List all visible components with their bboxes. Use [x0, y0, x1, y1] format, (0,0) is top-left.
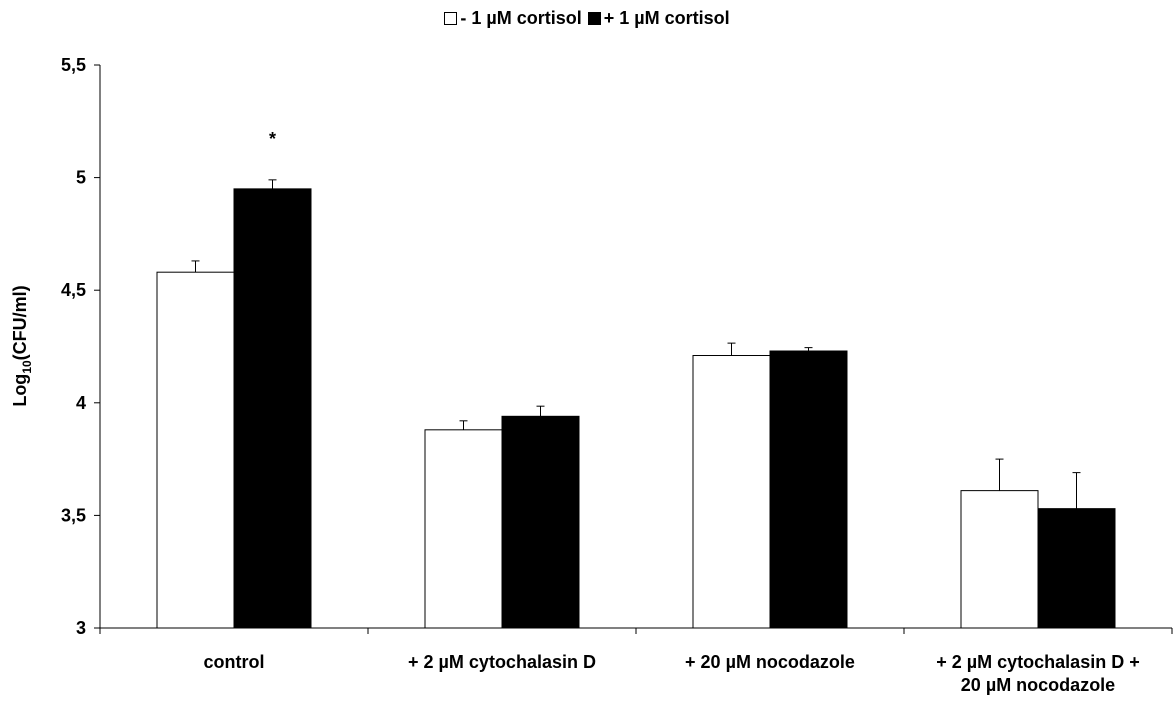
legend-label-plus-cortisol: + 1 µM cortisol — [603, 7, 730, 28]
y-tick-label: 4,5 — [61, 280, 86, 300]
y-tick-label: 5,5 — [61, 55, 86, 75]
legend: - 1 µM cortisol + 1 µM cortisol — [0, 4, 1174, 32]
legend-swatch-filled — [587, 12, 601, 25]
bar-plus-cortisol — [769, 350, 848, 629]
legend-item-minus-cortisol: - 1 µM cortisol — [444, 7, 582, 29]
x-category-label: 20 µM nocodazole — [961, 675, 1115, 695]
y-tick-label: 5 — [76, 168, 86, 188]
x-category-label: + 2 µM cytochalasin D + — [936, 652, 1139, 672]
bar-plus-cortisol — [1037, 508, 1116, 629]
legend-label-minus-cortisol: - 1 µM cortisol — [460, 7, 582, 28]
legend-swatch-open — [444, 12, 458, 25]
legend-item-plus-cortisol: + 1 µM cortisol — [587, 7, 730, 29]
bar-minus-cortisol — [424, 429, 503, 629]
bar-minus-cortisol — [692, 355, 771, 629]
x-category-label: control — [204, 652, 265, 672]
y-tick-label: 3,5 — [61, 505, 86, 525]
x-category-label: + 20 µM nocodazole — [685, 652, 855, 672]
bar-minus-cortisol — [960, 490, 1039, 629]
y-tick-label: 3 — [76, 618, 86, 638]
bar-plus-cortisol — [501, 415, 580, 629]
bar-plus-cortisol — [233, 188, 312, 629]
x-category-label: + 2 µM cytochalasin D — [408, 652, 596, 672]
bar-minus-cortisol — [156, 271, 235, 629]
y-tick-label: 4 — [76, 393, 86, 413]
significance-star: * — [269, 129, 276, 149]
